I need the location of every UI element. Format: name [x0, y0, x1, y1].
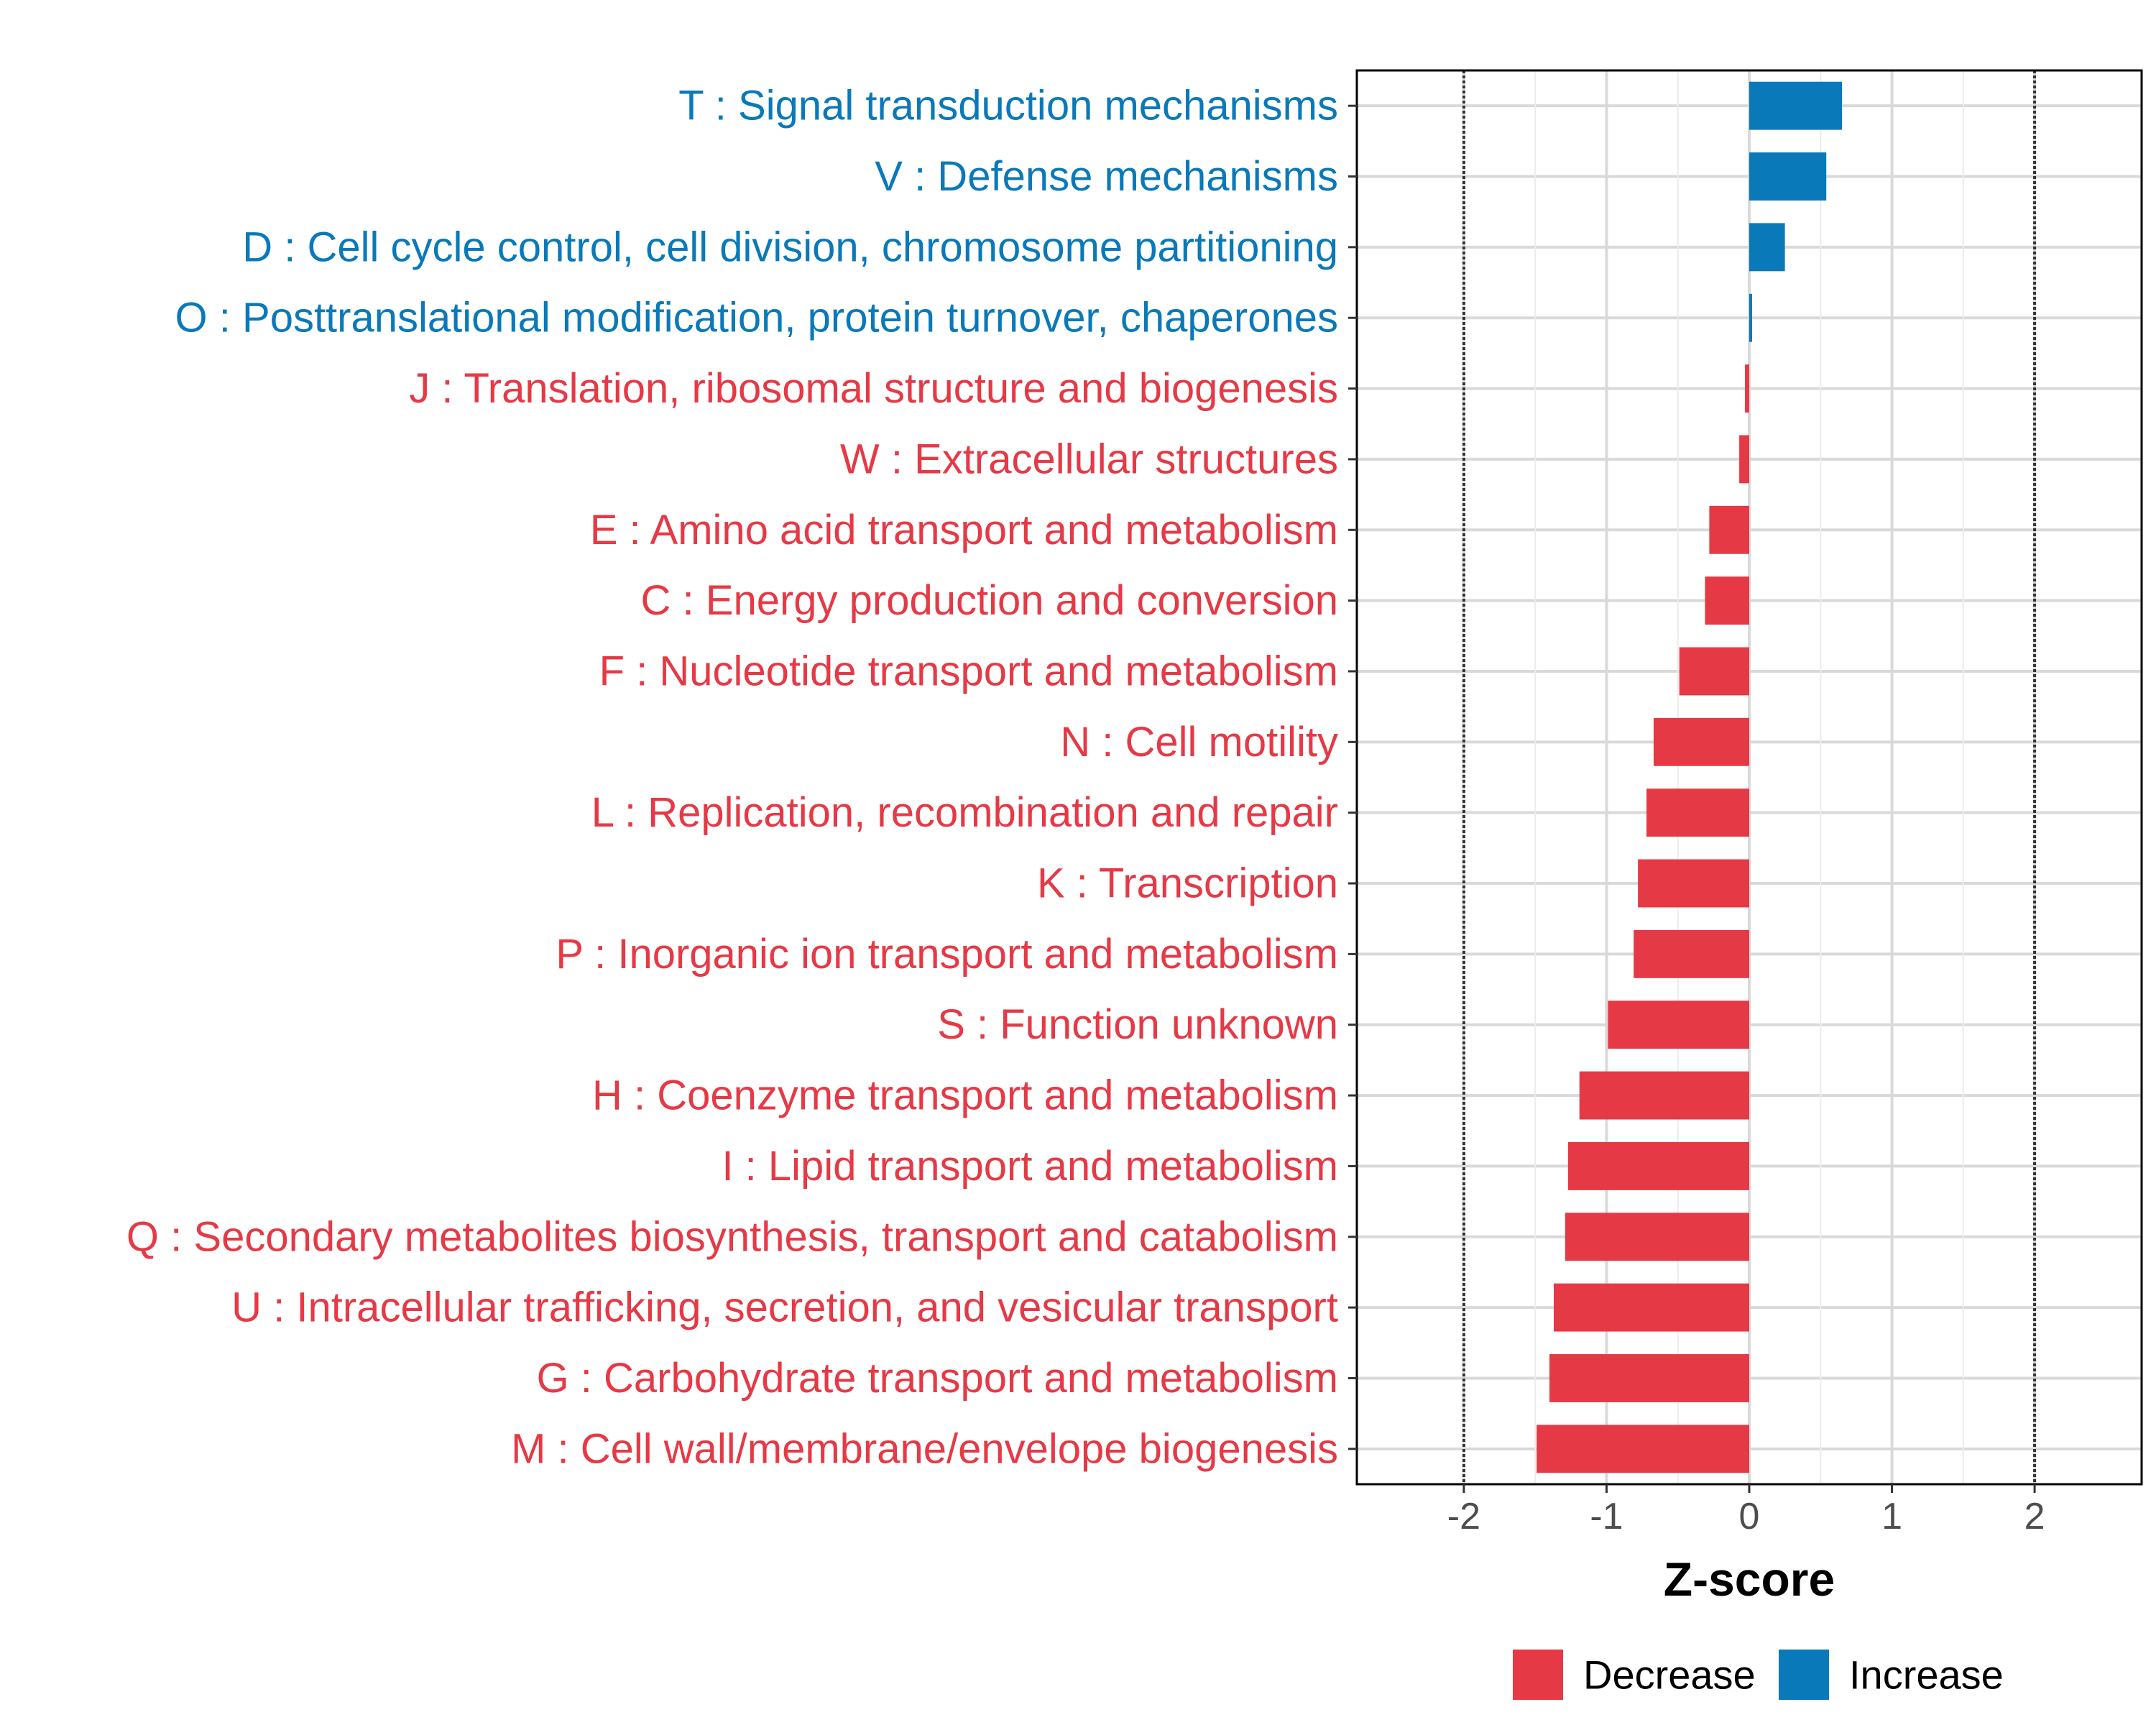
axis-ticks [1348, 104, 2036, 1493]
category-label: M : Cell wall/membrane/envelope biogenes… [511, 1425, 1338, 1472]
category-label: V : Defense mechanisms [875, 153, 1338, 200]
category-label: L : Replication, recombination and repai… [591, 789, 1338, 836]
bar [1745, 364, 1749, 413]
category-label: F : Nucleotide transport and metabolism [599, 648, 1338, 694]
bar [1653, 717, 1749, 766]
category-label: W : Extracellular structures [840, 436, 1338, 482]
category-labels: T : Signal transduction mechanisms V : De… [126, 83, 1338, 1473]
x-axis-title: Z-score [1664, 1552, 1835, 1606]
bar [1567, 1141, 1749, 1190]
bar [1638, 859, 1749, 908]
legend-key-decrease [1513, 1650, 1563, 1700]
bar [1608, 1000, 1749, 1049]
category-label: I : Lipid transport and metabolism [722, 1143, 1338, 1190]
category-label: N : Cell motility [1060, 719, 1338, 765]
category-label: P : Inorganic ion transport and metaboli… [556, 931, 1338, 978]
category-label: E : Amino acid transport and metabolism [590, 507, 1338, 553]
category-label: J : Translation, ribosomal structure and… [409, 365, 1338, 412]
legend-label-decrease: Decrease [1583, 1652, 1756, 1698]
legend-label-increase: Increase [1849, 1652, 2004, 1698]
x-tick-label: 1 [1881, 1496, 1902, 1537]
x-tick-label: 0 [1739, 1496, 1760, 1537]
bar [1537, 1425, 1749, 1473]
bar [1565, 1213, 1749, 1261]
bar [1549, 1354, 1749, 1402]
category-label: D : Cell cycle control, cell division, c… [242, 224, 1338, 270]
legend: Decrease Increase [1513, 1650, 2004, 1700]
bar [1749, 81, 1843, 130]
bar [1705, 576, 1749, 625]
bar [1679, 647, 1749, 696]
x-tick-label: -2 [1447, 1496, 1480, 1537]
bars [1537, 81, 1843, 1473]
category-label: O : Posttranslational modification, prot… [175, 295, 1338, 341]
bar [1634, 929, 1749, 978]
category-label: C : Energy production and conversion [641, 577, 1338, 624]
bar [1749, 293, 1752, 342]
category-label: S : Function unknown [937, 1001, 1338, 1048]
category-label: Q : Secondary metabolites biosynthesis, … [126, 1213, 1338, 1260]
category-label: T : Signal transduction mechanisms [678, 83, 1338, 129]
gridlines [1357, 70, 2142, 1484]
category-label: U : Intracellular trafficking, secretion… [231, 1284, 1338, 1331]
bar [1553, 1283, 1749, 1332]
bar [1749, 152, 1827, 201]
bar [1646, 788, 1749, 837]
bar [1709, 505, 1749, 554]
x-tick-label: 2 [2024, 1496, 2045, 1537]
category-label: G : Carbohydrate transport and metabolis… [537, 1355, 1338, 1402]
x-tick-labels: -2 -1 0 1 2 [1447, 1496, 2045, 1537]
x-tick-label: -1 [1590, 1496, 1623, 1537]
bar [1749, 223, 1785, 272]
bar [1739, 435, 1749, 484]
bar [1579, 1071, 1749, 1120]
category-label: K : Transcription [1037, 860, 1338, 907]
category-label: H : Coenzyme transport and metabolism [592, 1072, 1338, 1119]
legend-key-increase [1779, 1650, 1829, 1700]
